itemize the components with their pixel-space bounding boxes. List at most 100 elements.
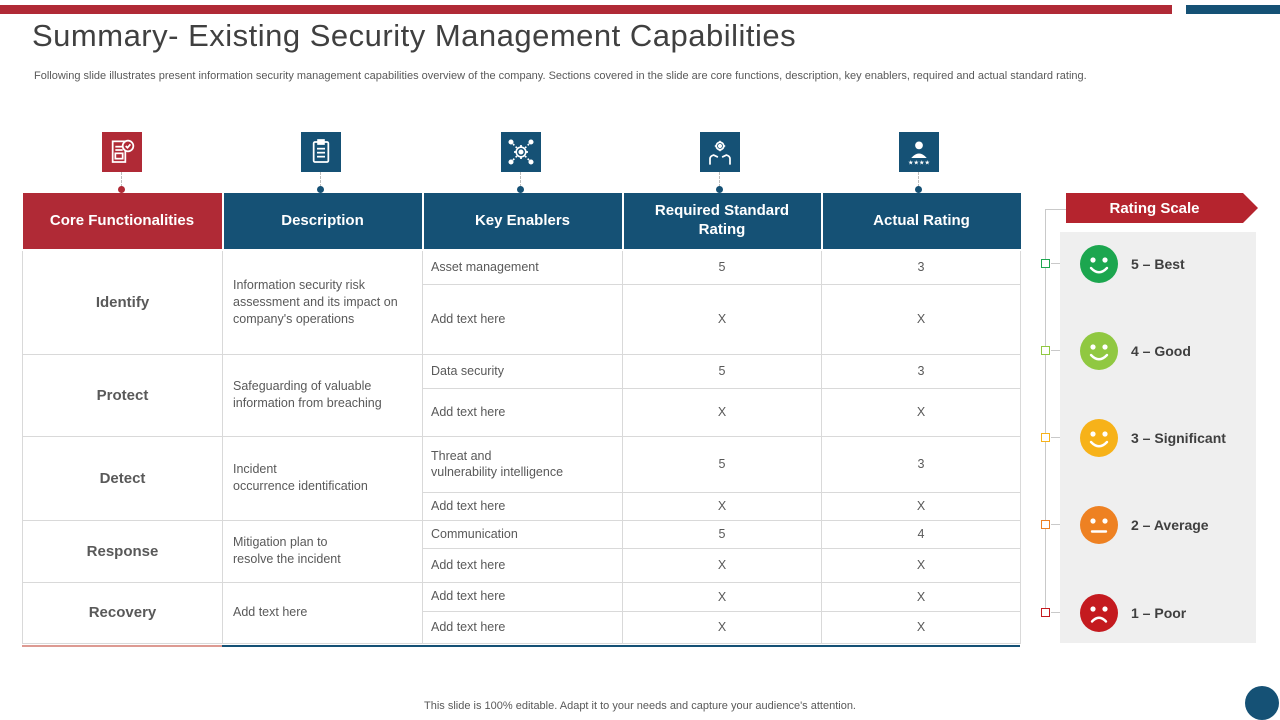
connector-dot [915,186,922,193]
capabilities-table: Core Functionalities Description Key Ena… [22,193,1021,644]
required-rating-cell: X [622,547,822,583]
required-rating-cell: X [622,491,822,521]
description-cell: Information security risk assessment and… [222,249,423,355]
enabler-cell: Add text here [422,547,623,583]
table-row: Add text here X X [23,610,1021,644]
enabler-cell: Data security [422,353,623,389]
rating-label: 2 – Average [1131,517,1209,533]
scale-connector-line [1051,263,1060,264]
checklist-icon [301,132,341,172]
risk-assessment-icon [102,132,142,172]
smiley-significant-icon [1080,419,1118,457]
table-row: Add text here X X [23,491,1021,521]
scale-connector-line [1051,524,1060,525]
connector-dot [317,186,324,193]
smiley-best-icon [1080,245,1118,283]
smiley-average-icon [1080,506,1118,544]
core-function-cell: Recovery [22,581,223,644]
page-subtitle: Following slide illustrates present info… [34,70,1087,82]
connector-dot [118,186,125,193]
scale-connector-line [1045,209,1066,210]
required-rating-cell: X [622,387,822,437]
required-rating-cell: 5 [622,435,822,493]
enabler-cell: Add text here [422,387,623,437]
enabler-cell: Communication [422,519,623,549]
core-function-cell: Response [22,519,223,583]
actual-rating-cell: X [821,581,1021,612]
rating-scale-item: 3 – Significant [1080,419,1256,457]
actual-rating-cell: 3 [821,353,1021,389]
rating-label: 3 – Significant [1131,430,1226,446]
actual-rating-cell: 3 [821,249,1021,285]
col-header-key-enablers: Key Enablers [422,193,624,251]
table-row: Add text here X X [23,283,1021,355]
table-row: Recovery Add text here Add text here X X [22,581,1021,644]
table-row: Detect Incident occurrence identificatio… [22,435,1021,521]
required-rating-cell: 5 [622,519,822,549]
enabler-cell: Asset management [422,249,623,285]
table-row: Identify Information security risk asses… [22,249,1021,355]
actual-rating-cell: X [821,547,1021,583]
smiley-poor-icon [1080,594,1118,632]
rating-scale-banner-arrow [1243,193,1258,223]
connector-dot [517,186,524,193]
connector-square [1041,346,1050,355]
required-rating-cell: 5 [622,249,822,285]
smiley-good-icon [1080,332,1118,370]
core-function-cell: Protect [22,353,223,437]
enabler-cell: Add text here [422,283,623,355]
col-header-required-standard-rating: Required Standard Rating [622,193,823,251]
actual-rating-cell: 3 [821,435,1021,493]
footer-note: This slide is 100% editable. Adapt it to… [424,700,856,712]
core-function-cell: Identify [22,249,223,355]
actual-rating-cell: X [821,610,1021,644]
actual-rating-cell: X [821,283,1021,355]
connector-square [1041,520,1050,529]
table-bottom-accent-blue [222,645,1020,647]
icon-connector [520,172,521,187]
description-cell: Add text here [222,581,423,644]
top-accent-bar-blue [1186,5,1280,14]
gear-network-icon [501,132,541,172]
rating-label: 1 – Poor [1131,605,1187,621]
icon-connector [320,172,321,187]
col-header-actual-rating: Actual Rating [821,193,1021,251]
rating-scale-item: 5 – Best [1080,245,1256,283]
connector-square [1041,259,1050,268]
core-function-cell: Detect [22,435,223,521]
svg-text:★★★★: ★★★★ [908,160,930,167]
enabler-cell: Add text here [422,610,623,644]
rating-scale-item: 1 – Poor [1080,594,1256,632]
icon-connector [719,172,720,187]
col-header-core-functionalities: Core Functionalities [22,193,224,251]
table-row: Protect Safeguarding of valuable informa… [22,353,1021,437]
required-rating-cell: X [622,283,822,355]
scale-connector-line [1051,612,1060,613]
rating-scale-item: 2 – Average [1080,506,1256,544]
rating-scale-item: 4 – Good [1080,332,1256,370]
scale-connector-line [1051,350,1060,351]
rating-scale-title: Rating Scale [1066,193,1243,223]
hands-gear-icon [700,132,740,172]
enabler-cell: Threat and vulnerability intelligence [422,435,623,493]
required-rating-cell: X [622,581,822,612]
page-title: Summary- Existing Security Management Ca… [32,18,797,53]
icon-connector [918,172,919,187]
actual-rating-cell: X [821,387,1021,437]
col-header-description: Description [222,193,424,251]
top-accent-bar-red [0,5,1172,14]
description-cell: Safeguarding of valuable information fro… [222,353,423,437]
table-bottom-accent-red [22,645,222,647]
footer-decoration-circle [1245,686,1279,720]
rating-label: 5 – Best [1131,256,1185,272]
enabler-cell: Add text here [422,581,623,612]
person-rating-icon: ★★★★ [899,132,939,172]
connector-dot [716,186,723,193]
table-row: Add text here X X [23,387,1021,437]
required-rating-cell: 5 [622,353,822,389]
connector-square [1041,433,1050,442]
required-rating-cell: X [622,610,822,644]
enabler-cell: Add text here [422,491,623,521]
actual-rating-cell: X [821,491,1021,521]
